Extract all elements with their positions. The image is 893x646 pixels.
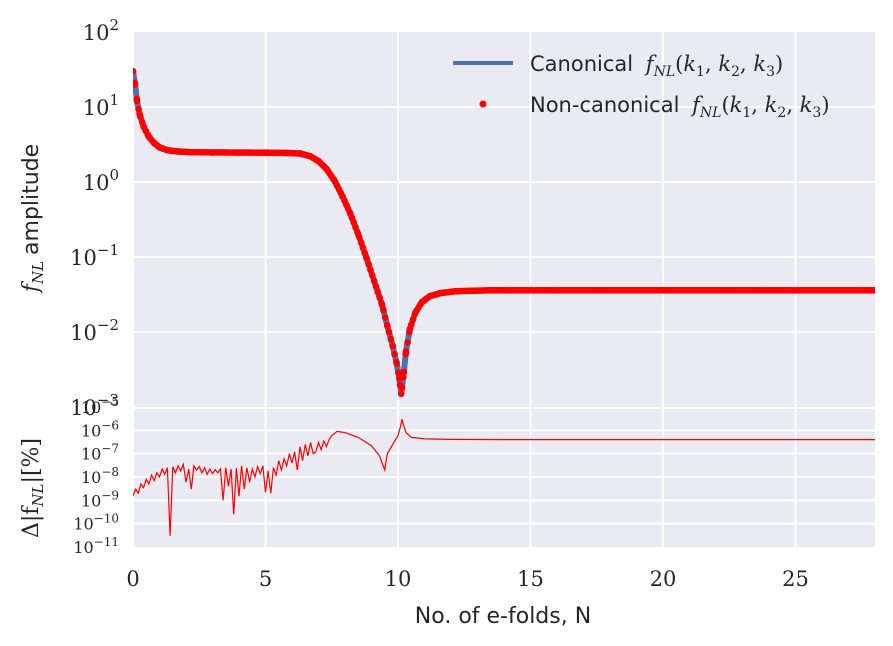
noncanonical-point [363, 255, 371, 262]
x-tick-label: 10 [385, 567, 412, 591]
noncanonical-point [387, 335, 395, 343]
noncanonical-point [367, 266, 374, 274]
top-y-tick-label: 10−1 [70, 241, 119, 270]
top-panel: 10−3 10−2 10−1 100 101 102 fNLamplitude Canon… [19, 16, 875, 420]
x-tick-label: 15 [517, 567, 544, 591]
noncanonical-point [138, 119, 146, 126]
noncanonical-point [869, 286, 875, 294]
noncanonical-point [359, 244, 367, 252]
x-ticks: 0 5 10 15 20 25 [126, 567, 809, 591]
noncanonical-point [135, 105, 142, 113]
legend-noncanonical-label: Non-canonical fNL(k1, k2, k3) [530, 93, 830, 121]
noncanonical-point [374, 288, 382, 296]
noncanonical-point [393, 359, 400, 366]
noncanonical-point [137, 113, 144, 121]
noncanonical-point [133, 95, 141, 102]
noncanonical-point [376, 294, 384, 301]
noncanonical-point [407, 321, 415, 329]
noncanonical-point [368, 272, 376, 279]
top-y-tick-label: 100 [83, 166, 119, 195]
noncanonical-point [354, 229, 361, 236]
noncanonical-point [372, 283, 380, 290]
top-y-tick-label: 10−3 [70, 391, 119, 420]
x-tick-label: 0 [126, 567, 139, 591]
noncanonical-point [402, 350, 409, 358]
bottom-y-tick-label: 10−7 [81, 442, 119, 464]
bottom-grid [132, 409, 875, 547]
noncanonical-point [133, 67, 137, 75]
noncanonical-point [389, 342, 397, 350]
noncanonical-point [370, 277, 378, 285]
bottom-y-tick-label: 10−6 [81, 418, 119, 440]
noncanonical-point [397, 390, 405, 398]
noncanonical-point [398, 384, 406, 391]
noncanonical-series-dots [133, 67, 875, 398]
x-tick-label: 25 [782, 567, 809, 591]
noncanonical-point [394, 369, 402, 376]
top-series [133, 67, 875, 398]
noncanonical-point [404, 339, 411, 346]
noncanonical-point [357, 239, 365, 247]
bottom-y-tick-label: 10−8 [81, 465, 119, 487]
x-tick-label: 5 [259, 567, 272, 591]
top-plot-area [133, 32, 875, 407]
noncanonical-point [365, 260, 372, 268]
top-y-axis-label: fNLamplitude [19, 144, 47, 294]
noncanonical-point [406, 328, 413, 336]
legend-canonical-label: Canonical fNL(k1, k2, k3) [530, 52, 783, 80]
top-y-tick-label: 10−2 [70, 316, 119, 345]
top-y-ticks: 10−3 10−2 10−1 100 101 102 [70, 16, 119, 420]
x-tick-label: 20 [650, 567, 677, 591]
noncanonical-point [409, 315, 417, 323]
bottom-y-tick-label: 10−11 [73, 535, 119, 557]
noncanonical-point [380, 306, 387, 314]
noncanonical-point [356, 234, 363, 241]
noncanonical-point [400, 368, 408, 376]
difference-series-line [133, 419, 875, 536]
noncanonical-point [381, 314, 389, 321]
bottom-y-tick-label: 10−10 [73, 512, 119, 534]
x-axis-label: No. of e-folds, N [415, 604, 591, 629]
noncanonical-point [378, 299, 385, 307]
noncanonical-point [383, 321, 391, 329]
legend: Canonical fNL(k1, k2, k3) Non-canonical … [453, 52, 830, 121]
noncanonical-point [400, 373, 407, 381]
top-y-tick-label: 101 [83, 91, 119, 120]
bottom-y-axis-label: Δ|fNL|[%] [19, 438, 47, 538]
bottom-y-tick-label: 10−5 [81, 395, 119, 417]
top-grid [132, 32, 875, 407]
legend-noncanonical-swatch [479, 100, 487, 108]
noncanonical-point [385, 328, 393, 336]
bottom-series [133, 419, 875, 536]
noncanonical-point [133, 79, 139, 87]
bottom-y-tick-label: 10−9 [81, 488, 119, 510]
top-y-tick-label: 102 [83, 16, 119, 45]
noncanonical-point [361, 249, 369, 257]
noncanonical-point [391, 350, 398, 358]
